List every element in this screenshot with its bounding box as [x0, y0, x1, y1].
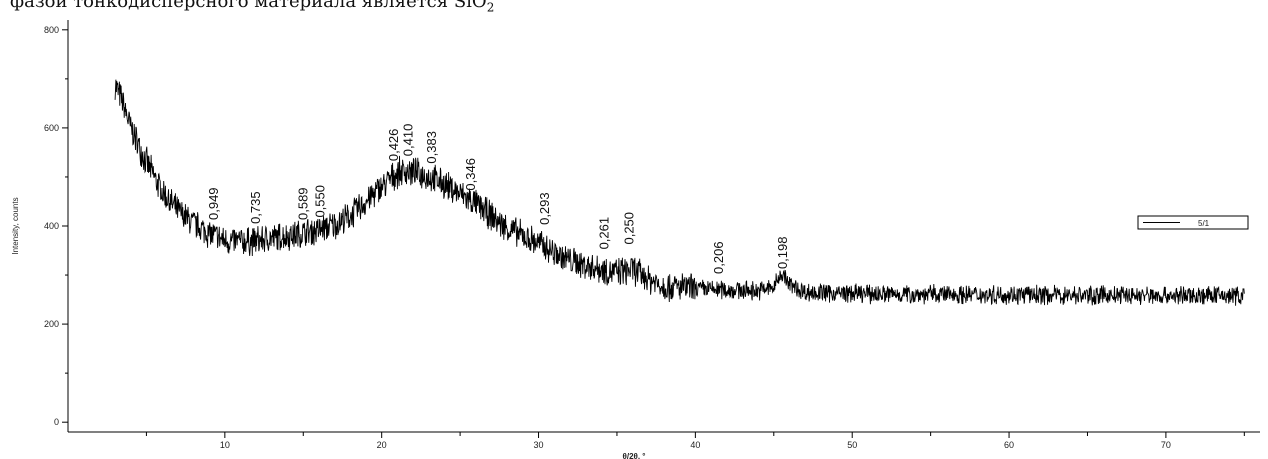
x-tick-label: 40: [690, 440, 700, 450]
peak-label: 0,261: [596, 217, 611, 250]
y-axis-title: Intensity, counts: [11, 197, 20, 254]
legend-box: [1137, 215, 1249, 230]
legend-label: 5/1: [1198, 219, 1210, 228]
y-tick-label: 400: [44, 221, 59, 231]
page-header-text: фазой тонкодисперсного материала являетс…: [10, 0, 494, 15]
peak-label: 0,735: [248, 191, 263, 224]
x-tick-label: 30: [534, 440, 544, 450]
peak-label: 0,198: [775, 237, 790, 270]
y-tick-label: 600: [44, 123, 59, 133]
chart-axes: 10 20 30 40 50 60 70 0 200 400 600 800 θ/2θ, ° Intens…: [11, 20, 1260, 459]
series-line-5-1: [114, 79, 1245, 306]
x-tick-label: 70: [1161, 440, 1171, 450]
peak-label: 0,589: [295, 187, 310, 220]
y-tick-label: 0: [54, 417, 59, 427]
y-tick-label: 800: [44, 25, 59, 35]
x-tick-label: 20: [377, 440, 387, 450]
x-tick-label: 10: [220, 440, 230, 450]
peak-label: 0,346: [463, 158, 478, 191]
peak-label: 0,426: [386, 129, 401, 162]
peak-label: 0,550: [313, 185, 328, 218]
header-main-text: фазой тонкодисперсного материала являетс…: [10, 0, 487, 12]
y-tick-label: 200: [44, 319, 59, 329]
annotation-layer: 0,949 0,735 0,589 0,550 0,426 0,410 0,383 0,346…: [206, 124, 790, 274]
x-tick-label: 60: [1004, 440, 1014, 450]
peak-label: 0,250: [621, 212, 636, 245]
x-axis-title: θ/2θ, °: [623, 452, 646, 459]
peak-label: 0,293: [537, 192, 552, 225]
peak-label: 0,410: [400, 124, 415, 157]
series-layer: [114, 79, 1245, 306]
header-subscript: 2: [486, 0, 495, 15]
x-tick-label: 50: [847, 440, 857, 450]
peak-label: 0,949: [206, 187, 221, 220]
peak-label: 0,383: [424, 131, 439, 164]
legend: 5/1: [1137, 215, 1249, 230]
peak-label: 0,206: [711, 241, 726, 274]
